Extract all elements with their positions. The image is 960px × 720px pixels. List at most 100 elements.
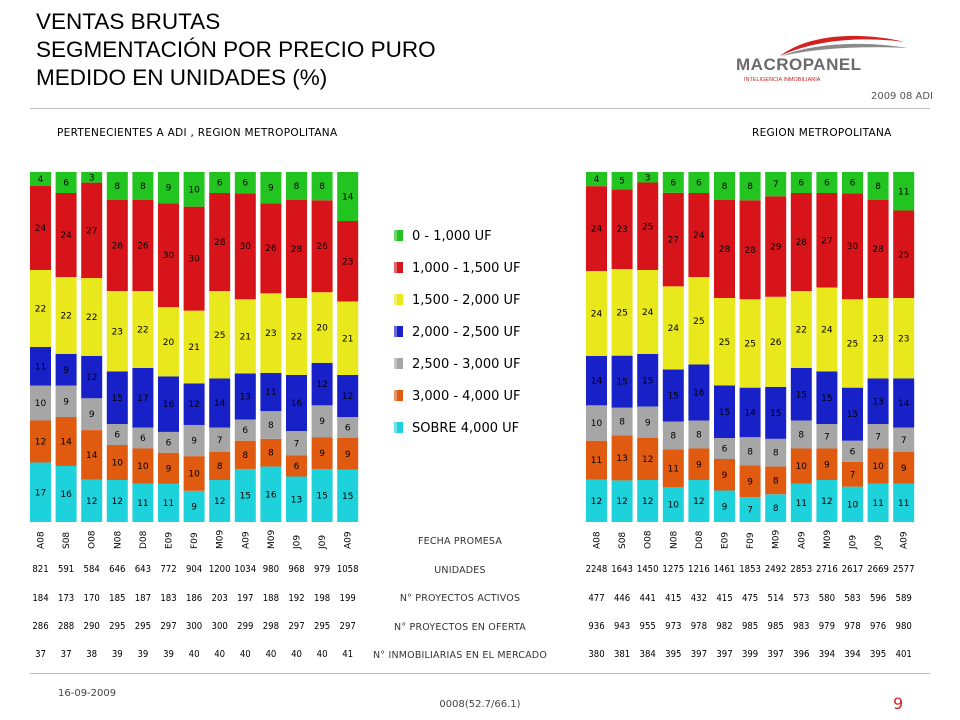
bar-segment-left-10-6 [286,172,307,200]
data-label-left-4-3: 17 [137,394,148,404]
legend-swatch-4 [394,358,403,369]
stat-unidades-left-5: 772 [160,564,176,575]
stat-proyectos_activos-left-8: 197 [237,593,253,604]
data-label-right-12-6: 11 [898,187,909,197]
bar-segment-left-1-6 [55,172,77,193]
data-label-right-4-3: 16 [693,389,705,399]
row-label-activos: N° PROYECTOS ACTIVOS [399,593,521,604]
bar-segment-right-12-5 [893,210,915,298]
bar-segment-right-7-4 [765,296,787,387]
data-label-left-3-4: 23 [112,327,123,337]
bar-segment-right-2-2 [637,406,659,438]
stat-inmobiliarias-left-2: 38 [86,649,97,660]
category-label-left-1: S08 [62,532,72,549]
stat-proyectos_oferta-left-2: 290 [84,621,100,632]
data-label-left-11-2: 9 [319,417,325,427]
data-label-left-2-2: 9 [89,410,95,420]
bar-segment-right-0-2 [586,405,607,441]
stat-proyectos_activos-left-6: 186 [186,593,202,604]
data-label-left-5-4: 20 [163,338,175,348]
data-label-right-3-6: 6 [670,178,676,188]
bar-segment-right-8-1 [790,448,812,484]
bar-segment-right-11-1 [867,448,889,484]
category-label-left-0: A08 [37,531,47,549]
legend-swatch-2 [394,294,403,305]
logo-text: MACROPANEL [736,55,862,74]
data-label-left-5-3: 16 [163,400,175,410]
data-label-left-0-3: 11 [35,362,46,372]
data-label-left-9-1: 8 [268,449,274,459]
bar-segment-right-10-4 [842,299,863,388]
data-label-right-0-5: 24 [591,225,603,235]
data-label-left-9-2: 8 [268,421,274,431]
bar-segment-left-1-5 [55,193,77,277]
data-label-left-7-1: 8 [217,462,223,472]
stat-unidades-left-6: 904 [186,564,202,575]
chart-right-title: REGION METROPOLITANA [752,127,892,139]
stat-proyectos_oferta-right-8: 983 [793,621,809,632]
data-label-right-8-3: 15 [796,390,807,400]
data-label-right-2-5: 25 [642,222,653,232]
stat-proyectos_activos-left-4: 187 [135,593,151,604]
bar-segment-left-3-5 [106,200,128,291]
bar-segment-left-8-0 [234,468,256,522]
data-label-right-10-2: 6 [850,447,856,457]
bar-segment-left-9-3 [260,372,282,412]
data-label-left-6-4: 21 [188,343,199,353]
stat-proyectos_oferta-left-9: 298 [263,621,279,632]
stat-unidades-right-7: 2492 [765,564,787,575]
bar-segment-right-1-2 [611,407,633,436]
bar-segment-left-3-1 [106,445,128,480]
chart-left-title: PERTENECIENTES A ADI , REGION METROPOLIT… [57,127,338,139]
bar-segment-left-0-1 [30,420,51,463]
data-label-left-10-0: 13 [291,495,302,505]
data-label-left-7-3: 14 [214,399,226,409]
bar-segment-left-6-2 [183,424,205,457]
bar-segment-left-9-4 [260,293,282,373]
data-label-right-7-4: 26 [770,338,782,348]
data-label-left-6-2: 9 [191,437,197,447]
bar-segment-left-12-5 [337,221,359,302]
bar-segment-left-12-2 [337,417,359,438]
bar-segment-left-9-0 [260,466,282,522]
data-label-right-2-2: 9 [645,418,651,428]
category-label-left-3: N08 [113,531,123,549]
data-label-left-8-5: 30 [240,242,252,252]
data-label-right-8-6: 6 [798,179,804,189]
data-label-left-0-5: 24 [35,224,47,234]
stat-proyectos_oferta-right-2: 955 [640,621,656,632]
category-label-left-12: A09 [344,531,354,549]
data-label-right-11-1: 10 [872,462,884,472]
bar-segment-right-10-6 [842,172,863,194]
bar-segment-right-1-0 [611,480,633,522]
category-label-left-10: J09 [293,535,303,550]
bar-segment-right-12-3 [893,378,915,428]
legend-swatch-1 [394,262,403,273]
data-label-left-3-3: 15 [112,394,123,404]
bar-segment-right-11-0 [867,483,889,522]
data-label-right-6-1: 9 [747,477,753,487]
data-label-left-7-5: 28 [214,238,226,248]
bar-segment-left-6-6 [183,172,205,207]
bar-segment-left-8-1 [234,440,256,469]
data-label-right-1-6: 5 [619,177,625,187]
macropanel-logo: MACROPANEL INTELIGENCIA INMOBILIARIA [720,28,930,98]
stat-proyectos_oferta-left-4: 295 [135,621,151,632]
bar-segment-right-1-4 [611,269,633,356]
stat-proyectos_oferta-left-8: 299 [237,621,253,632]
bar-segment-right-9-0 [816,480,838,522]
data-label-right-10-3: 15 [847,410,858,420]
stat-proyectos_activos-left-7: 203 [212,593,228,604]
bar-segment-left-11-3 [311,362,333,406]
bar-segment-right-7-3 [765,386,787,439]
bar-segment-right-9-5 [816,193,838,288]
data-label-left-11-5: 26 [316,242,328,252]
bar-segment-left-8-5 [234,193,256,300]
stat-proyectos_oferta-right-5: 982 [716,621,732,632]
data-label-right-4-4: 25 [693,317,704,327]
bar-segment-right-2-1 [637,438,659,480]
stat-unidades-right-6: 1853 [739,564,761,575]
bar-segment-left-9-1 [260,438,282,467]
bar-segment-right-5-6 [714,172,735,200]
stat-inmobiliarias-left-9: 40 [265,649,276,660]
